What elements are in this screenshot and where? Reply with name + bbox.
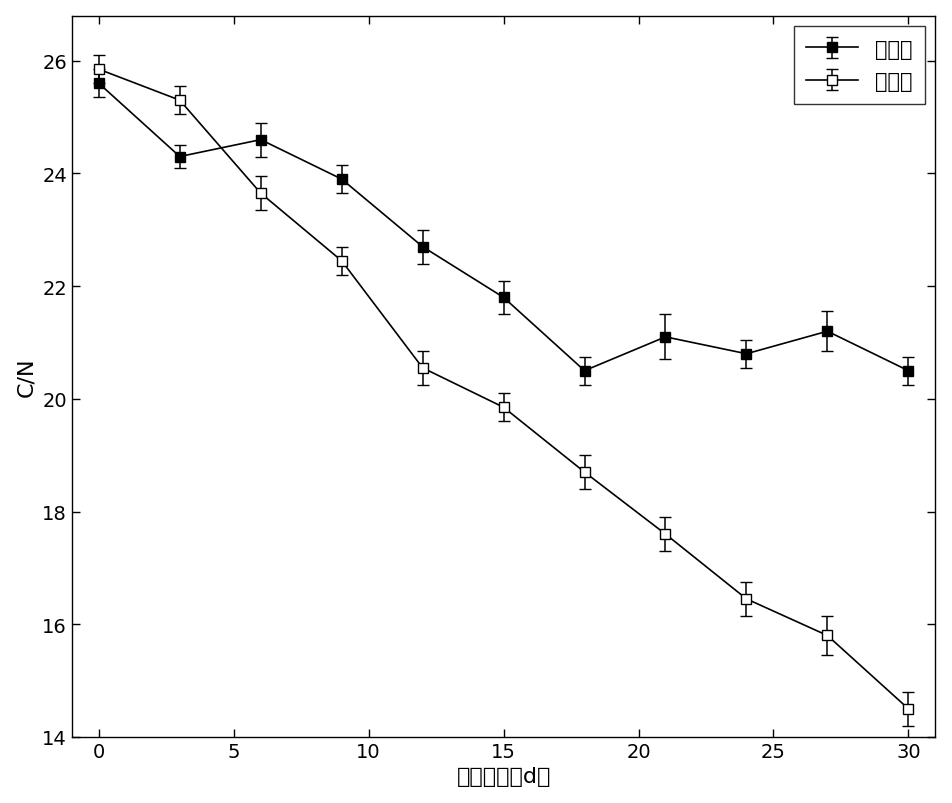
Y-axis label: C/N: C/N	[17, 357, 37, 397]
X-axis label: 堆肥时间（d）: 堆肥时间（d）	[456, 766, 551, 786]
Legend: 对照组, 实验组: 对照组, 实验组	[794, 27, 925, 104]
